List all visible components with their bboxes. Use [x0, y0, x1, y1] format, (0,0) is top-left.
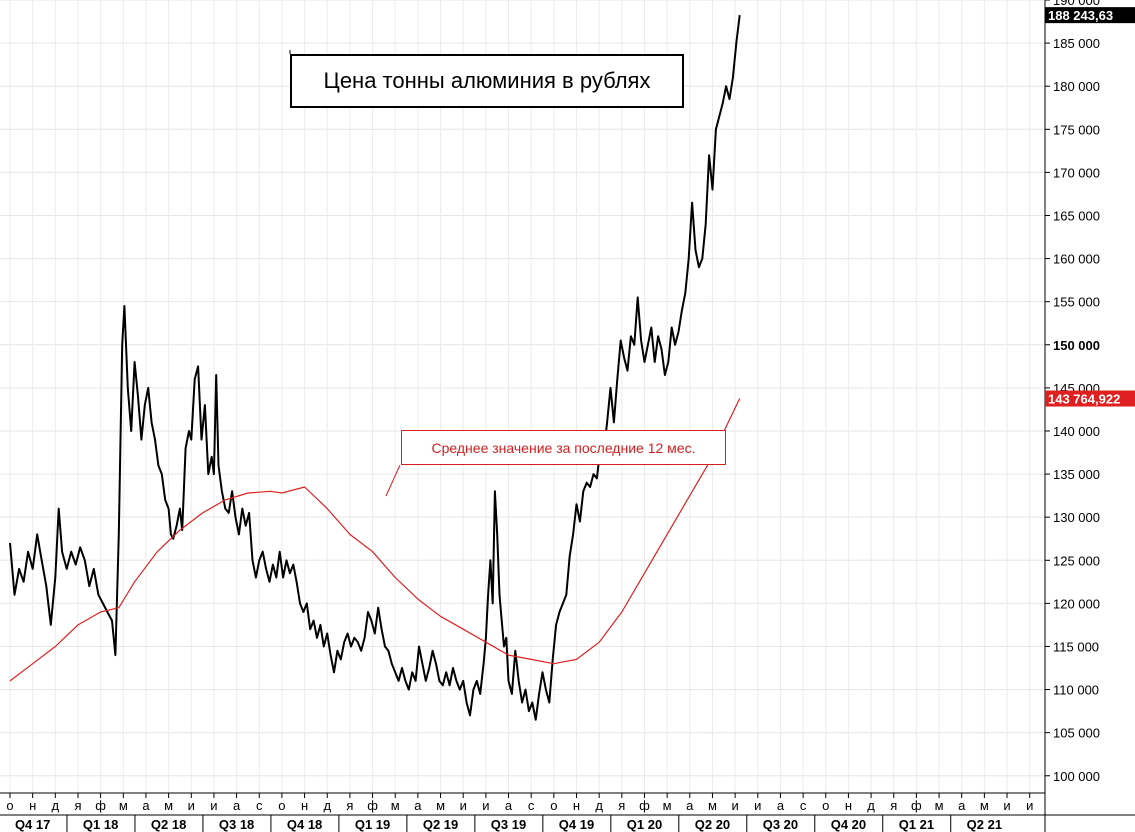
y-tick-label: 180 000: [1053, 79, 1100, 94]
last-price-tag: 188 243,63: [1048, 8, 1113, 23]
month-label: я: [74, 798, 81, 813]
month-label: о: [550, 798, 557, 813]
month-label: н: [29, 798, 36, 813]
month-label: и: [1026, 798, 1033, 813]
quarter-label: Q1 18: [83, 817, 118, 832]
month-label: а: [142, 798, 150, 813]
month-label: я: [890, 798, 897, 813]
month-label: н: [573, 798, 580, 813]
month-label: а: [233, 798, 241, 813]
y-tick-label: 150 000: [1053, 338, 1100, 353]
month-label: м: [164, 798, 173, 813]
month-label: д: [867, 798, 875, 813]
y-tick-label: 100 000: [1053, 769, 1100, 784]
month-label: д: [595, 798, 603, 813]
y-tick-label: 190 000: [1053, 0, 1100, 8]
month-label: а: [777, 798, 785, 813]
month-label: н: [845, 798, 852, 813]
chart-title: Цена тонны алюминия в рублях: [290, 54, 684, 108]
average-value-tag-bg: [1045, 390, 1135, 407]
month-label: м: [119, 798, 128, 813]
quarter-label: Q4 18: [287, 817, 322, 832]
quarter-label: Q1 21: [899, 817, 934, 832]
month-label: и: [1003, 798, 1010, 813]
month-label: м: [391, 798, 400, 813]
quarter-label: Q2 18: [151, 817, 186, 832]
month-label: а: [686, 798, 694, 813]
month-label: и: [188, 798, 195, 813]
month-label: м: [980, 798, 989, 813]
month-label: с: [256, 798, 263, 813]
month-label: я: [346, 798, 353, 813]
month-label: ф: [639, 798, 650, 813]
month-label: м: [935, 798, 944, 813]
y-tick-label: 110 000: [1053, 683, 1099, 698]
quarter-label: Q4 17: [15, 817, 50, 832]
y-tick-label: 185 000: [1053, 36, 1100, 51]
month-label: с: [800, 798, 807, 813]
quarter-label: Q2 19: [423, 817, 458, 832]
month-label: а: [414, 798, 422, 813]
quarter-label: Q1 20: [627, 817, 662, 832]
month-label: ф: [911, 798, 922, 813]
quarter-label: Q4 19: [559, 817, 594, 832]
month-label: а: [505, 798, 513, 813]
month-label: и: [460, 798, 467, 813]
month-label: м: [436, 798, 445, 813]
month-label: д: [323, 798, 331, 813]
quarter-label: Q1 19: [355, 817, 390, 832]
month-label: и: [482, 798, 489, 813]
month-label: м: [708, 798, 717, 813]
quarter-label: Q3 18: [219, 817, 254, 832]
month-label: я: [618, 798, 625, 813]
month-label: о: [6, 798, 13, 813]
month-label: а: [958, 798, 966, 813]
y-tick-label: 155 000: [1053, 295, 1100, 310]
month-label: и: [754, 798, 761, 813]
quarter-label: Q3 20: [763, 817, 798, 832]
month-label: о: [278, 798, 285, 813]
annotation-connector: [385, 464, 401, 497]
y-tick-label: 140 000: [1053, 424, 1100, 439]
price-series-line: [9, 14, 741, 721]
last-price-tag-bg: [1045, 7, 1135, 24]
month-label: и: [210, 798, 217, 813]
y-tick-label: 105 000: [1053, 726, 1100, 741]
y-tick-label: 120 000: [1053, 596, 1100, 611]
grid-lines: [0, 0, 1045, 793]
average-value-tag: 143 764,922: [1048, 392, 1120, 407]
value-tags: 188 243,63 143 764,922: [1045, 7, 1135, 407]
quarter-label: Q2 21: [967, 817, 1002, 832]
month-label: ф: [95, 798, 106, 813]
average-annotation: Среднее значение за последние 12 мес.: [401, 430, 726, 465]
y-tick-label: 165 000: [1053, 208, 1100, 223]
month-label: и: [731, 798, 738, 813]
y-tick-label: 115 000: [1053, 639, 1099, 654]
month-label: ф: [367, 798, 378, 813]
month-label: н: [301, 798, 308, 813]
y-tick-label: 125 000: [1053, 553, 1100, 568]
y-tick-label: 135 000: [1053, 467, 1100, 482]
y-tick-label: 175 000: [1053, 122, 1100, 137]
month-label: о: [822, 798, 829, 813]
series-lines: [9, 14, 741, 721]
y-tick-label: 170 000: [1053, 165, 1100, 180]
quarter-label: Q2 20: [695, 817, 730, 832]
quarter-label: Q4 20: [831, 817, 866, 832]
month-label: д: [52, 798, 60, 813]
quarter-label: Q3 19: [491, 817, 526, 832]
y-tick-label: 160 000: [1053, 252, 1100, 267]
month-label: с: [528, 798, 535, 813]
average-series-line: [9, 398, 741, 682]
y-tick-label: 130 000: [1053, 510, 1100, 525]
month-label: м: [663, 798, 672, 813]
